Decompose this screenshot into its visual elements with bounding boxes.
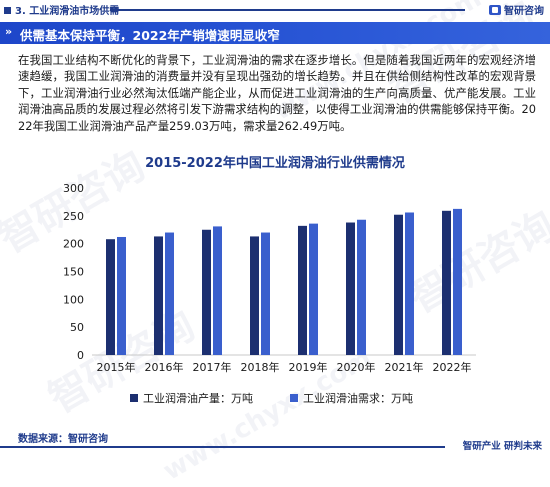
y-tick-label: 0	[77, 349, 84, 362]
headline-banner: » 供需基本保持平衡，2022年产销增速明显收窄	[0, 22, 550, 44]
section-title: 3. 工业润滑油市场供需	[4, 2, 119, 17]
bar-production	[394, 214, 403, 355]
bar-production	[442, 210, 451, 355]
x-tick-label: 2022年	[433, 360, 472, 374]
y-tick-label: 250	[63, 210, 84, 223]
legend-item-production: 工业润滑油产量：万吨	[130, 390, 253, 406]
top-header: 3. 工业润滑油市场供需 智研咨询	[0, 0, 550, 20]
x-tick-label: 2020年	[337, 360, 376, 374]
bar-production	[202, 229, 211, 355]
brand-name: 智研咨询	[504, 6, 544, 17]
bar-demand	[453, 208, 462, 355]
x-tick-label: 2018年	[241, 360, 280, 374]
chart-title: 2015-2022年中国工业润滑油行业供需情况	[145, 156, 405, 171]
legend-label-production: 工业润滑油产量：万吨	[143, 392, 253, 405]
legend-label-demand: 工业润滑油需求：万吨	[303, 392, 413, 405]
bar-production	[154, 236, 163, 355]
legend-swatch-production	[130, 394, 138, 402]
chart-legend: 工业润滑油产量：万吨 工业润滑油需求：万吨	[0, 390, 550, 406]
bar-demand	[213, 226, 222, 355]
chyxx-logo-icon	[489, 5, 501, 15]
y-tick-label: 50	[70, 321, 84, 334]
footer-slogan: 智研产业 研判未来	[462, 441, 542, 452]
x-tick-label: 2016年	[145, 360, 184, 374]
bar-demand	[309, 223, 318, 355]
bar-production	[250, 236, 259, 355]
bar-production	[346, 222, 355, 355]
headline-text: 供需基本保持平衡，2022年产销增速明显收窄	[20, 28, 280, 43]
x-tick-label: 2019年	[289, 360, 328, 374]
bar-chart: 0 50 100 150 200 250 300 2015年 2016年 2017年 2018年 20…	[63, 182, 476, 374]
double-chevron-icon: »	[5, 25, 13, 38]
bar-demand	[117, 236, 126, 355]
y-tick-label: 200	[63, 238, 84, 251]
header-divider	[110, 9, 465, 11]
body-paragraph: 在我国工业结构不断优化的背景下，工业润滑油的需求在逐步增长。但是随着我国近两年的…	[18, 53, 536, 133]
bar-demand	[405, 212, 414, 355]
brand: 智研咨询	[489, 2, 544, 17]
bar-demand	[165, 232, 174, 355]
square-bullet-icon	[4, 7, 11, 14]
bar-demand	[261, 232, 270, 355]
footer-divider	[0, 446, 445, 448]
x-tick-label: 2021年	[385, 360, 424, 374]
y-tick-label: 300	[63, 182, 84, 195]
bar-production	[106, 239, 115, 355]
data-source: 数据来源：智研咨询	[18, 434, 108, 445]
legend-swatch-demand	[290, 394, 298, 402]
bar-production	[298, 225, 307, 355]
section-title-text: 3. 工业润滑油市场供需	[15, 6, 120, 17]
y-tick-label: 100	[63, 293, 84, 306]
x-tick-label: 2017年	[193, 360, 232, 374]
bar-demand	[357, 219, 366, 355]
legend-item-demand: 工业润滑油需求：万吨	[290, 390, 413, 406]
y-tick-label: 150	[63, 266, 84, 279]
x-tick-label: 2015年	[97, 360, 136, 374]
